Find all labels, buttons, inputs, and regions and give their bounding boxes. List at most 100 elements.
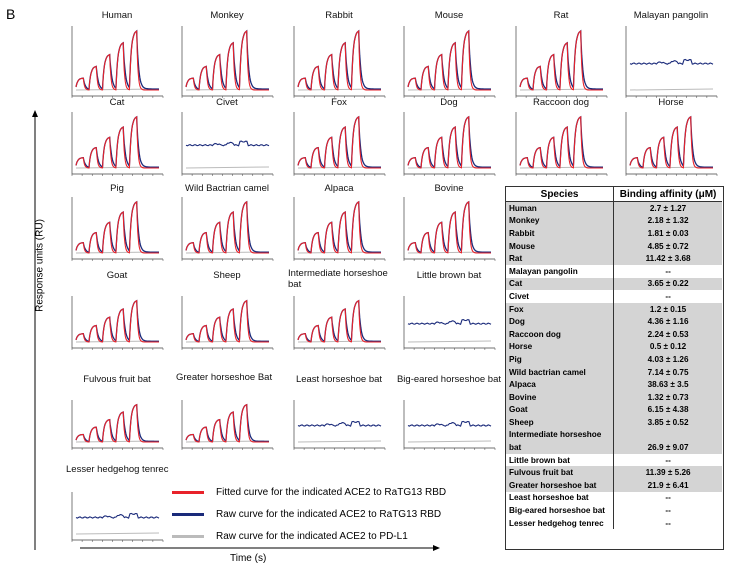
panel-title: Goat [106,270,128,281]
species-cell: bat [506,441,615,454]
species-cell: Monkey [506,214,615,228]
panel-title: Alpaca [324,183,354,194]
raw-curve [407,420,492,427]
species-cell: Human [506,201,615,215]
legend-label: Raw curve for the indicated ACE2 to RaTG… [216,509,442,520]
table-row: Raccoon dog 2.24 ± 0.53 [506,327,722,341]
control-curve [407,340,492,343]
panel-title: Bovine [434,183,464,194]
control-curve [185,88,270,91]
sensorgram-plot [625,112,718,176]
fitted-curve [297,115,381,169]
species-cell: Raccoon dog [506,327,615,341]
control-curve [185,166,270,169]
raw-curve [629,58,714,65]
sensorgram-plot [181,197,274,261]
table-border [505,186,724,550]
fitted-curve [629,115,713,169]
x-axis-label: Time (s) [230,553,267,564]
sensorgram-plot [71,492,164,542]
sensorgram-plot [71,197,164,261]
y-axis-arrow [32,110,38,550]
affinity-cell: -- [665,493,671,503]
species-cell: Civet [506,290,615,303]
panel-title: Civet [216,97,238,108]
species-cell: Malayan pangolin [506,264,615,278]
raw-curve [185,140,270,147]
affinity-cell: -- [665,266,671,276]
control-curve [629,88,714,91]
affinity-cell: 38.63 ± 3.5 [613,378,722,391]
panel-title: Greater horseshoe Bat [176,372,273,383]
affinity-cell: -- [665,518,671,528]
sensorgram-plot [515,26,608,98]
affinity-cell: 2.24 ± 0.53 [613,327,722,341]
sensorgram-plot [181,400,274,450]
sensorgram-plot [181,26,274,98]
species-cell: Lesser hedgehog tenrec [506,516,615,530]
affinity-cell: 6.15 ± 4.38 [613,403,722,417]
sensorgram-plot [71,112,164,176]
species-cell: Horse [506,340,615,354]
affinity-cell: 11.39 ± 5.26 [613,466,722,480]
table-row: Human 2.7 ± 1.27 [506,201,722,215]
panel-title: Raccoon dog [533,97,589,108]
sensorgram-plot [181,112,274,176]
table-row: Greater horseshoe bat 21.9 ± 6.41 [506,479,722,492]
table-row: Pig 4.03 ± 1.26 [506,353,722,366]
table-row: Intermediate horseshoe [506,428,722,442]
table-row: Fox 1.2 ± 0.15 [506,302,722,316]
species-cell: Alpaca [506,378,615,391]
fitted-curve [185,30,269,91]
table-row: Sheep 3.85 ± 0.52 [506,416,722,429]
species-cell: Mouse [506,239,615,253]
table-row: Least horseshoe bat -- [506,491,722,505]
table-row: Civet -- [506,290,722,303]
fitted-curve [297,299,381,343]
table-row: Rabbit 1.81 ± 0.03 [506,227,722,240]
control-curve [75,88,160,91]
affinity-cell: 1.2 ± 0.15 [613,302,722,316]
table-header-species: Species [506,187,615,202]
affinity-cell: 4.03 ± 1.26 [613,353,722,366]
fitted-curve [407,115,491,169]
affinity-cell: 4.85 ± 0.72 [613,239,722,253]
fitted-curve [75,115,159,169]
control-curve [519,88,604,91]
species-cell: Fulvous fruit bat [506,466,615,480]
table-row: Alpaca 38.63 ± 3.5 [506,378,722,391]
species-cell: Fox [506,302,615,316]
fitted-curve [75,299,159,343]
affinity-cell: 26.9 ± 9.07 [613,441,722,454]
table-row: Bovine 1.32 ± 0.73 [506,390,722,404]
panel-title: Pig [110,183,124,194]
affinity-cell: 1.81 ± 0.03 [613,227,722,240]
sensorgram-plot [71,26,164,98]
sensorgram-plot [71,400,164,450]
species-cell: Big-eared horseshoe bat [506,504,615,517]
affinity-cell: 1.32 ± 0.73 [613,390,722,404]
panel-title: Rat [553,10,569,21]
species-cell: Least horseshoe bat [506,491,615,505]
fitted-curve [407,30,491,91]
table-row: Big-eared horseshoe bat -- [506,504,722,517]
species-cell: Dog [506,315,615,328]
panel-title: Fox [331,97,347,108]
sensorgram-plot [403,296,496,350]
raw-curve [75,512,160,519]
sensorgram-plot [403,400,496,450]
affinity-cell [613,428,722,442]
species-cell: Sheep [506,416,615,429]
species-cell: Wild bactrian camel [506,365,615,379]
species-cell: Greater horseshoe bat [506,479,615,492]
panel-title: Least horseshoe bat [295,374,383,385]
species-cell: Bovine [506,390,615,404]
sensorgram-plot [515,112,608,176]
panel-title: Human [101,10,133,21]
affinity-cell: 11.42 ± 3.68 [613,252,722,265]
affinity-cell: 4.36 ± 1.16 [613,315,722,328]
panel-title: Fulvous fruit bat [83,374,151,385]
control-curve [75,532,160,535]
affinity-cell: 7.14 ± 0.75 [613,365,722,379]
